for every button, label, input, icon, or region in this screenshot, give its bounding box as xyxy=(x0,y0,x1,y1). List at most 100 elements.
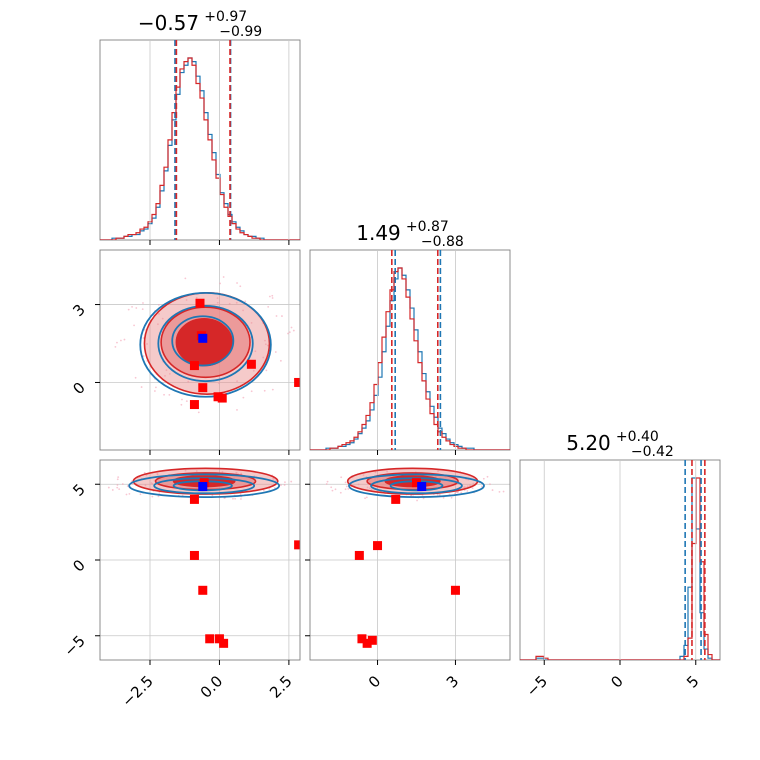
sample-point xyxy=(157,495,160,498)
sample-point xyxy=(140,386,143,388)
y-tick-label-param-2: 5 xyxy=(69,480,88,499)
x-tick-label-param-0: 0.0 xyxy=(197,672,227,702)
sample-point xyxy=(197,411,200,414)
sample-point xyxy=(250,390,253,393)
sample-point xyxy=(125,493,128,496)
sample-point xyxy=(263,389,266,392)
sample-point xyxy=(279,359,282,362)
sample-point xyxy=(357,483,360,486)
marker-red-0 xyxy=(391,494,401,504)
title-param-0: −0.57 +0.97 −0.99 xyxy=(138,6,262,40)
axes-frame-hist-1 xyxy=(309,249,511,451)
y-tick-label-param-2: −5 xyxy=(60,632,88,660)
histogram-step-red-param-1 xyxy=(310,267,510,450)
sample-point xyxy=(150,482,153,484)
sample-point xyxy=(234,497,237,500)
sample-point xyxy=(133,324,135,327)
x-tick-label-param-0: 2.5 xyxy=(266,672,296,702)
panel-hist-param-2: 5.20 +0.40 −0.42 xyxy=(519,426,721,661)
sample-point xyxy=(486,475,489,478)
sample-point xyxy=(126,485,129,487)
sample-point xyxy=(181,398,183,401)
sample-point xyxy=(331,489,334,492)
marker-red-3 xyxy=(198,585,208,595)
contour-blue-level-2 xyxy=(171,315,235,367)
sample-point xyxy=(334,488,337,491)
sample-point xyxy=(267,305,270,308)
sample-point xyxy=(271,297,274,299)
marker-red-8 xyxy=(294,377,300,387)
sample-point xyxy=(135,307,138,309)
sample-point xyxy=(284,481,286,484)
sample-point xyxy=(236,472,238,474)
sample-point xyxy=(118,488,121,491)
sample-point xyxy=(365,496,368,499)
sample-point xyxy=(184,277,187,280)
sample-point xyxy=(326,480,329,483)
marker-red-7 xyxy=(189,400,199,410)
marker-red-5 xyxy=(357,634,367,644)
contour-blue-level-0 xyxy=(139,291,272,398)
x-tick-label-param-2: 0 xyxy=(607,672,626,691)
sample-point xyxy=(344,481,347,484)
marker-blue-0 xyxy=(198,482,208,492)
marker-red-5 xyxy=(217,393,227,403)
histogram-step-red-param-0 xyxy=(100,57,300,240)
sample-point xyxy=(266,344,269,347)
marker-red-5 xyxy=(214,634,224,644)
sample-point xyxy=(222,276,225,278)
sample-point xyxy=(180,403,183,406)
sample-point xyxy=(185,299,188,301)
sample-point xyxy=(339,491,342,494)
sample-point xyxy=(144,484,147,487)
marker-red-4 xyxy=(450,585,460,595)
sample-point xyxy=(275,315,278,317)
sample-point xyxy=(271,388,274,391)
panel-hist-param-0: −0.57 +0.97 −0.99 xyxy=(99,6,301,241)
x-tick-label-param-2: 5 xyxy=(683,672,702,691)
sample-point xyxy=(273,477,275,480)
x-tick-label-param-1: 0 xyxy=(365,672,384,691)
panel-2d-param-0-vs-2 xyxy=(99,459,301,661)
sample-point xyxy=(374,471,377,474)
sample-point xyxy=(185,400,188,403)
marker-red-3 xyxy=(198,383,208,393)
marker-blue-0 xyxy=(198,333,208,343)
sample-point xyxy=(290,326,293,329)
sample-point xyxy=(127,308,130,311)
sample-point xyxy=(466,490,469,492)
sample-point xyxy=(121,483,124,485)
sample-point xyxy=(155,386,157,389)
sample-point xyxy=(219,282,221,285)
sample-point xyxy=(273,487,276,489)
title-param-2: 5.20 +0.40 −0.42 xyxy=(566,426,674,460)
sample-point xyxy=(145,474,148,477)
marker-red-2 xyxy=(189,361,199,371)
sample-point xyxy=(265,369,268,372)
sample-point xyxy=(146,343,148,345)
marker-red-0 xyxy=(195,298,205,308)
sample-point xyxy=(157,303,160,306)
panel-2d-param-1-vs-2 xyxy=(309,459,511,661)
sample-point xyxy=(239,493,242,496)
sample-point xyxy=(347,488,350,490)
sample-point xyxy=(134,376,137,379)
sample-point xyxy=(463,486,465,489)
sample-point xyxy=(437,470,439,473)
sample-point xyxy=(469,484,471,487)
x-tick-label-param-0: −2.5 xyxy=(118,672,156,710)
sample-point xyxy=(290,480,293,483)
sample-point xyxy=(498,490,501,493)
sample-point xyxy=(454,492,456,495)
sample-point xyxy=(250,321,253,324)
sample-point xyxy=(362,474,365,477)
sample-point xyxy=(264,339,266,342)
sample-point xyxy=(116,484,119,486)
sample-point xyxy=(168,394,171,396)
sample-point xyxy=(139,493,142,496)
sample-point xyxy=(232,497,234,500)
sample-point xyxy=(325,483,328,485)
sample-point xyxy=(240,498,242,500)
sample-point xyxy=(184,469,187,472)
sample-point xyxy=(120,339,122,342)
